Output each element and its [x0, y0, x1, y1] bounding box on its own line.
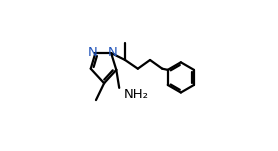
- Text: N: N: [107, 46, 117, 59]
- Text: N: N: [88, 46, 97, 59]
- Text: NH₂: NH₂: [124, 88, 149, 101]
